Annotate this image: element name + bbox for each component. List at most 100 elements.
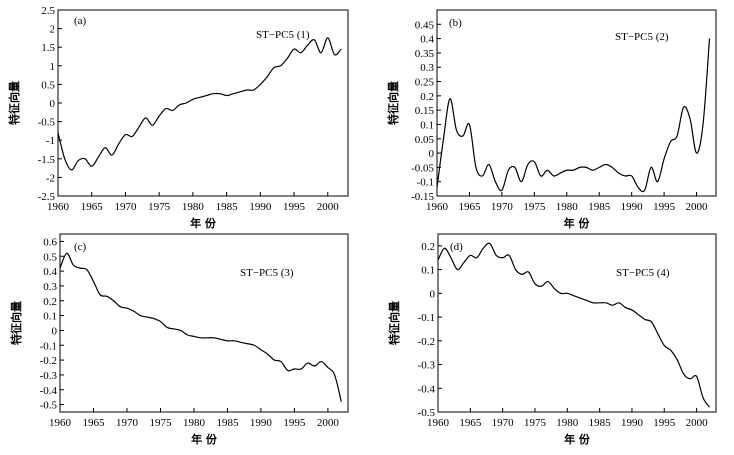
x-tick-label: 1995 bbox=[283, 417, 306, 429]
y-tick-label: -2.5 bbox=[38, 191, 56, 203]
x-tick-label: 2000 bbox=[686, 417, 709, 429]
series-line bbox=[59, 252, 342, 402]
x-tick-label: 1985 bbox=[588, 201, 611, 213]
x-tick-label: 1990 bbox=[621, 201, 644, 213]
y-tick-label: 1 bbox=[50, 61, 56, 73]
y-tick-label: 0.35 bbox=[415, 48, 435, 60]
y-tick-label: -1.5 bbox=[38, 154, 56, 166]
panel-d: -0.5 -0.4 -0.3 -0.2 -0.1 0 0.1 0.2 1960 1965 1970 1… bbox=[387, 233, 717, 446]
y-tick-label: -0.3 bbox=[418, 360, 436, 372]
y-tick-label: 0.2 bbox=[43, 296, 57, 308]
x-tick-label: 1995 bbox=[283, 201, 306, 213]
x-tick-label: 1965 bbox=[459, 417, 482, 429]
panel-a: -2.5 -2 -1.5 -1 -0.5 0 0.5 1 1.5 2 2.5 1960 1965 1970… bbox=[7, 5, 349, 230]
y-tick-label: -1 bbox=[46, 135, 55, 147]
x-tick-label: 1985 bbox=[589, 417, 612, 429]
y-tick-label: 0.2 bbox=[420, 91, 434, 103]
panel-b: -0.15 -0.1 -0.05 0 0.05 0.1 0.15 0.2 0.25 0.3 0.35… bbox=[386, 9, 717, 230]
y-tick-label: -0.15 bbox=[411, 191, 434, 203]
x-tick-label: 1975 bbox=[523, 201, 546, 213]
plot-frame bbox=[59, 233, 349, 413]
y-tick-label: 0.45 bbox=[415, 19, 435, 31]
y-tick-label: -0.2 bbox=[40, 355, 57, 367]
y-tick-label: -0.1 bbox=[417, 177, 434, 189]
y-tick-label: 2 bbox=[50, 24, 56, 36]
x-tick-label: 1970 bbox=[114, 201, 137, 213]
y-tick-label: -0.4 bbox=[40, 385, 58, 397]
x-tick-label: 1990 bbox=[249, 201, 272, 213]
y-axis-title: 特征向量 bbox=[386, 81, 400, 125]
x-tick-label: 1980 bbox=[183, 417, 206, 429]
y-tick-label: 0.15 bbox=[415, 105, 435, 117]
x-axis-title: 年 份 bbox=[190, 216, 217, 230]
y-tick-label: 0 bbox=[50, 98, 56, 110]
x-tick-label: 1975 bbox=[149, 417, 172, 429]
x-tick-label: 1975 bbox=[148, 201, 171, 213]
plot-frame bbox=[437, 233, 717, 413]
series-title: ST−PC5 (2) bbox=[615, 31, 669, 43]
series-title: ST−PC5 (1) bbox=[256, 29, 310, 41]
y-tick-label: -0.1 bbox=[418, 312, 435, 324]
y-tick-label: 1.5 bbox=[41, 42, 55, 54]
x-tick-label: 2000 bbox=[317, 201, 340, 213]
x-tick-label: 2000 bbox=[686, 201, 709, 213]
y-tick-label: -0.5 bbox=[40, 400, 58, 412]
x-tick-label: 2000 bbox=[317, 417, 340, 429]
x-tick-label: 1960 bbox=[49, 417, 72, 429]
y-tick-label: 0.3 bbox=[420, 62, 434, 74]
y-tick-label: 0.6 bbox=[43, 236, 57, 248]
x-tick-label: 1970 bbox=[492, 417, 515, 429]
y-tick-label: -0.5 bbox=[418, 407, 436, 419]
x-tick-label: 1995 bbox=[653, 417, 676, 429]
y-tick-label: -0.4 bbox=[418, 383, 436, 395]
y-tick-label: 0 bbox=[430, 288, 436, 300]
panel-label: (b) bbox=[449, 17, 462, 29]
x-tick-label: 1970 bbox=[491, 201, 514, 213]
panel-label: (d) bbox=[450, 241, 463, 253]
x-tick-label: 1980 bbox=[556, 201, 579, 213]
series-title: ST−PC5 (4) bbox=[616, 267, 670, 279]
y-axis-title: 特征向量 bbox=[7, 81, 21, 125]
series-line bbox=[57, 37, 342, 171]
y-tick-label: 0.2 bbox=[421, 241, 435, 253]
y-tick-label: -0.2 bbox=[418, 336, 435, 348]
x-tick-label: 1975 bbox=[524, 417, 547, 429]
y-tick-label: 0.4 bbox=[43, 266, 57, 278]
x-axis-title: 年 份 bbox=[191, 432, 218, 446]
y-tick-label: -0.1 bbox=[40, 340, 57, 352]
panel-c: -0.5 -0.4 -0.3 -0.2 -0.1 0 0.1 0.2 0.3 0.4 0.5 0.6 1… bbox=[9, 233, 349, 446]
x-tick-label: 1990 bbox=[621, 417, 644, 429]
series-line bbox=[437, 242, 711, 408]
x-tick-label: 1990 bbox=[250, 417, 273, 429]
x-tick-label: 1995 bbox=[653, 201, 676, 213]
plot-frame bbox=[436, 9, 717, 197]
x-tick-label: 1980 bbox=[556, 417, 579, 429]
y-tick-label: 0.05 bbox=[415, 134, 435, 146]
x-tick-label: 1960 bbox=[47, 201, 70, 213]
panel-label: (c) bbox=[74, 241, 87, 253]
series-line bbox=[436, 38, 711, 193]
y-tick-label: 0.4 bbox=[420, 34, 434, 46]
series-title: ST−PC5 (3) bbox=[240, 267, 294, 279]
x-tick-label: 1970 bbox=[116, 417, 139, 429]
x-tick-label: 1965 bbox=[81, 201, 104, 213]
x-tick-label: 1960 bbox=[426, 201, 449, 213]
y-tick-label: 0.1 bbox=[420, 119, 434, 131]
x-tick-label: 1985 bbox=[216, 201, 239, 213]
x-axis-title: 年 份 bbox=[564, 216, 591, 230]
y-axis-title: 特征向量 bbox=[9, 301, 23, 345]
y-tick-label: 0.3 bbox=[43, 281, 57, 293]
y-tick-label: 0.1 bbox=[43, 311, 57, 323]
y-tick-label: -0.05 bbox=[411, 162, 434, 174]
y-tick-label: -2 bbox=[46, 172, 55, 184]
x-tick-label: 1965 bbox=[458, 201, 481, 213]
x-tick-label: 1980 bbox=[182, 201, 205, 213]
y-tick-label: 0.25 bbox=[415, 77, 435, 89]
y-axis-title: 特征向量 bbox=[387, 301, 401, 345]
x-axis-title: 年 份 bbox=[564, 432, 591, 446]
y-tick-label: 0.5 bbox=[41, 79, 55, 91]
y-tick-label: 0.1 bbox=[421, 265, 435, 277]
y-tick-label: 0 bbox=[429, 148, 435, 160]
y-tick-label: 0.5 bbox=[43, 251, 57, 263]
